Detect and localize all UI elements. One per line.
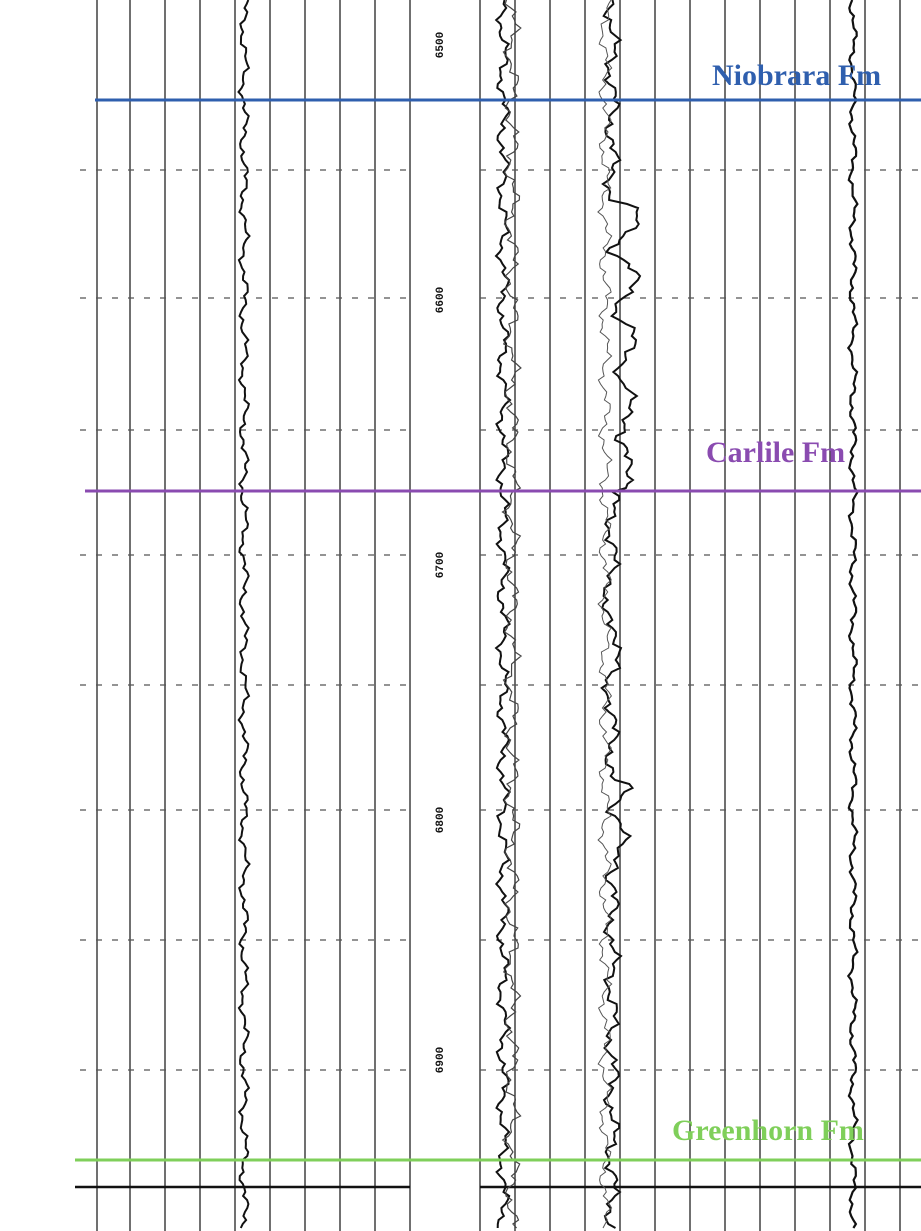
depth-label: 6700 xyxy=(435,552,447,578)
log-curves xyxy=(239,0,858,1228)
depth-label: 6900 xyxy=(435,1047,447,1073)
depth-label: 6600 xyxy=(435,287,447,313)
log-curve xyxy=(239,0,250,1228)
depth-label: 6500 xyxy=(435,32,447,58)
page: Niobrara Fm Carlile Fm Greenhorn Fm 6500 66… xyxy=(0,0,921,1231)
formation-label: Niobrara Fm xyxy=(712,59,881,92)
formation-label: Greenhorn Fm xyxy=(672,1114,864,1147)
formation-label: Carlile Fm xyxy=(706,436,845,469)
log-curve xyxy=(848,0,857,1228)
log-curve xyxy=(602,0,640,1228)
log-grid xyxy=(75,0,921,1231)
depth-labels: 6500 6600 6700 6800 6900 xyxy=(435,32,447,1073)
log-curve xyxy=(503,0,522,1228)
depth-label: 6800 xyxy=(435,807,447,833)
well-log: Niobrara Fm Carlile Fm Greenhorn Fm 6500 66… xyxy=(0,0,921,1231)
formation-tops: Niobrara Fm Carlile Fm Greenhorn Fm xyxy=(75,59,921,1160)
